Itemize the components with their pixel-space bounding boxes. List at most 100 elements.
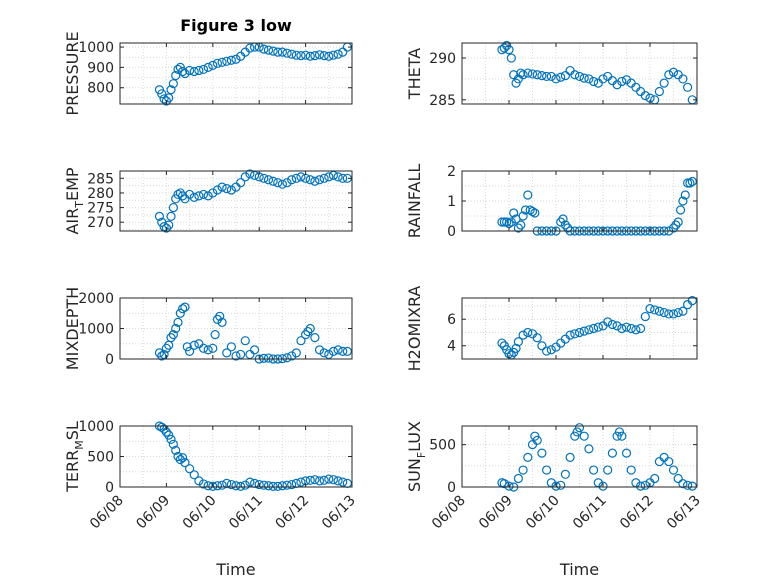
subplot-h2omixra: 4 6 H2OMIXRA	[405, 286, 698, 371]
data-point	[560, 220, 571, 230]
data-point	[245, 477, 255, 487]
data-point	[291, 173, 301, 183]
y-tick-label: 0	[447, 224, 456, 240]
data-point	[499, 43, 509, 53]
data-point	[222, 56, 232, 66]
data-point	[520, 205, 531, 215]
data-point	[502, 217, 512, 227]
data-point	[301, 173, 311, 183]
data-point	[180, 68, 190, 79]
data-point	[319, 348, 329, 358]
data-point	[217, 317, 227, 327]
data-point	[208, 60, 218, 70]
data-point	[527, 206, 538, 217]
data-point	[175, 454, 185, 465]
data-point	[527, 69, 538, 79]
data-point	[173, 451, 183, 462]
data-point	[574, 71, 585, 82]
x-tick-label: 06/08	[429, 493, 469, 533]
data-point	[310, 333, 320, 343]
data-point	[203, 62, 213, 73]
x-tick-label: 06/11	[570, 493, 610, 533]
data-point	[532, 333, 542, 343]
data-point	[263, 481, 274, 491]
data-point	[301, 330, 311, 340]
data-point	[217, 480, 227, 490]
data-point	[215, 311, 225, 321]
data-point	[338, 173, 348, 183]
data-point	[497, 217, 507, 227]
data-point	[226, 55, 236, 65]
data-point	[198, 64, 209, 75]
x-tick-label: 06/12	[617, 493, 657, 533]
data-point	[678, 479, 688, 489]
data-point	[254, 479, 264, 490]
data-point	[621, 75, 632, 85]
data-point	[282, 178, 292, 188]
data-point	[249, 42, 260, 52]
data-point	[263, 175, 274, 185]
data-point	[532, 70, 542, 80]
y-tick-label: 285	[87, 171, 114, 187]
data-point	[537, 448, 547, 458]
y-axis-label: AIRTEMP	[63, 167, 86, 234]
data-point	[185, 65, 195, 76]
data-point	[518, 211, 528, 221]
data-point	[203, 191, 213, 201]
data-point	[617, 431, 627, 441]
data-point	[168, 202, 178, 213]
y-axis-label: THETA	[405, 48, 424, 100]
data-point	[173, 189, 183, 200]
data-point	[168, 439, 178, 449]
data-point	[687, 296, 697, 306]
data-point	[273, 481, 283, 491]
data-point	[659, 452, 669, 462]
subplot-theta: 285 290 THETA	[405, 40, 698, 109]
data-point	[154, 211, 165, 221]
data-point	[338, 477, 348, 487]
data-point	[178, 304, 188, 314]
data-point	[314, 345, 325, 355]
data-point	[328, 475, 339, 485]
data-point	[541, 71, 552, 82]
data-point	[584, 325, 594, 335]
data-point	[650, 305, 660, 315]
data-point	[523, 190, 533, 200]
data-point	[659, 78, 669, 88]
data-point	[328, 346, 339, 356]
data-point	[673, 473, 683, 484]
data-point	[277, 481, 287, 491]
data-point	[282, 480, 292, 490]
data-point	[546, 71, 556, 82]
y-tick-label: 2000	[78, 291, 114, 307]
data-point	[291, 348, 301, 358]
data-point	[154, 348, 165, 358]
data-point	[525, 205, 535, 215]
data-point	[159, 94, 169, 104]
data-point	[185, 189, 195, 200]
data-point	[296, 172, 306, 182]
data-point	[194, 476, 204, 486]
data-point	[296, 336, 306, 346]
data-point	[161, 96, 171, 106]
data-point	[678, 306, 688, 316]
data-point	[640, 311, 650, 322]
data-point	[607, 319, 618, 330]
data-point	[178, 191, 188, 201]
y-tick-label: 275	[87, 201, 114, 217]
axes-frame	[461, 425, 698, 488]
data-point	[198, 343, 209, 353]
data-point	[175, 308, 185, 318]
data-point	[189, 192, 199, 202]
data-point	[650, 473, 660, 484]
data-point	[273, 47, 283, 57]
data-point	[301, 50, 311, 60]
data-point	[198, 479, 209, 489]
data-point	[268, 481, 278, 491]
data-point	[654, 306, 665, 316]
data-point	[303, 326, 313, 337]
data-point	[532, 435, 542, 446]
data-point	[310, 51, 320, 61]
data-point	[305, 323, 315, 334]
